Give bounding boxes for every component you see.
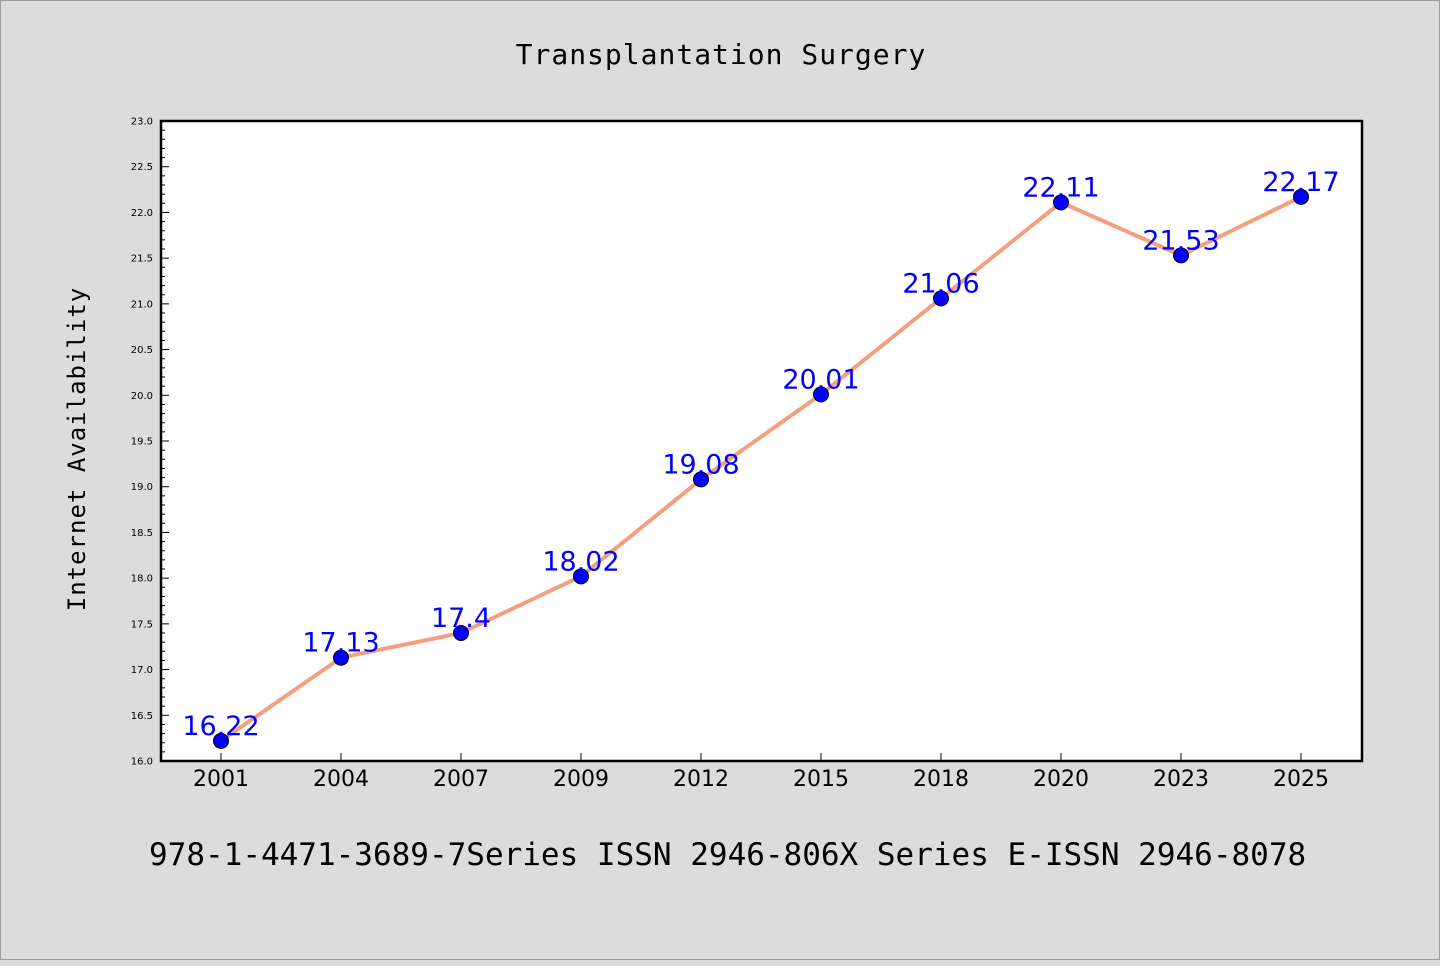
data-label: 16.22	[182, 711, 259, 742]
data-label: 21.06	[902, 268, 979, 299]
data-point	[813, 386, 829, 403]
data-point	[1293, 188, 1309, 205]
data-label: 17.13	[302, 628, 379, 659]
data-point	[213, 732, 229, 749]
data-label: 21.53	[1142, 225, 1219, 256]
x-tick-label: 2004	[313, 767, 369, 792]
data-point	[1173, 247, 1189, 264]
data-point	[933, 290, 949, 307]
y-tick-label: 21.0	[131, 299, 153, 310]
x-tick-label: 2007	[433, 767, 489, 792]
data-point	[453, 625, 469, 641]
data-point	[1053, 194, 1069, 211]
y-tick-label: 16.5	[131, 711, 153, 722]
y-tick-label: 16.0	[131, 757, 153, 768]
y-tick-label: 23.0	[131, 117, 153, 128]
footer-isbn-text: 978-1-4471-3689-7Series ISSN 2946-806X S…	[149, 837, 1306, 873]
x-tick-label: 2001	[193, 767, 249, 792]
data-label: 19.08	[662, 449, 739, 480]
x-tick-label: 2020	[1033, 767, 1089, 792]
data-label: 17.4	[431, 603, 491, 634]
y-tick-label: 20.0	[131, 391, 153, 402]
y-axis-label: Internet Availability	[63, 287, 91, 611]
series-line-group	[219, 195, 1302, 743]
y-axis-ticks: 16.0 16.5 17.0 17.5 18.0 18.5 19.0 19.5 20.0 20.5…	[131, 117, 169, 768]
data-label: 22.17	[1262, 167, 1339, 198]
x-tick-label: 2015	[793, 767, 849, 792]
y-tick-label: 18.5	[131, 528, 153, 539]
y-tick-label: 17.0	[131, 665, 153, 676]
y-tick-label: 22.0	[131, 208, 153, 219]
chart-title: Transplantation Surgery	[516, 38, 927, 71]
y-tick-label: 18.0	[131, 574, 153, 585]
y-tick-label: 22.5	[131, 162, 153, 173]
data-labels-group: 16.22 17.13 17.4 18.02 19.08 20.01 21.06 22.11 2…	[182, 167, 1339, 742]
series-line	[219, 195, 1302, 743]
x-tick-label: 2018	[913, 767, 969, 792]
y-tick-label: 19.0	[131, 482, 153, 493]
x-tick-label: 2012	[673, 767, 729, 792]
data-label: 18.02	[542, 546, 619, 577]
y-tick-label: 21.5	[131, 254, 153, 265]
x-tick-label: 2023	[1153, 767, 1209, 792]
x-tick-label: 2009	[553, 767, 609, 792]
y-tick-label: 20.5	[131, 345, 153, 356]
data-point	[573, 568, 589, 585]
data-point	[333, 649, 349, 666]
x-tick-label: 2025	[1273, 767, 1329, 792]
data-label: 20.01	[782, 364, 859, 395]
y-tick-label: 17.5	[131, 619, 153, 630]
x-axis-ticks: 2001 2004 2007 2009 2012 2015 2018 2020 2023 2025	[193, 753, 1329, 792]
y-tick-label: 19.5	[131, 437, 153, 448]
series-markers-group	[213, 188, 1309, 749]
data-point	[693, 471, 709, 488]
data-label: 22.11	[1022, 172, 1099, 203]
